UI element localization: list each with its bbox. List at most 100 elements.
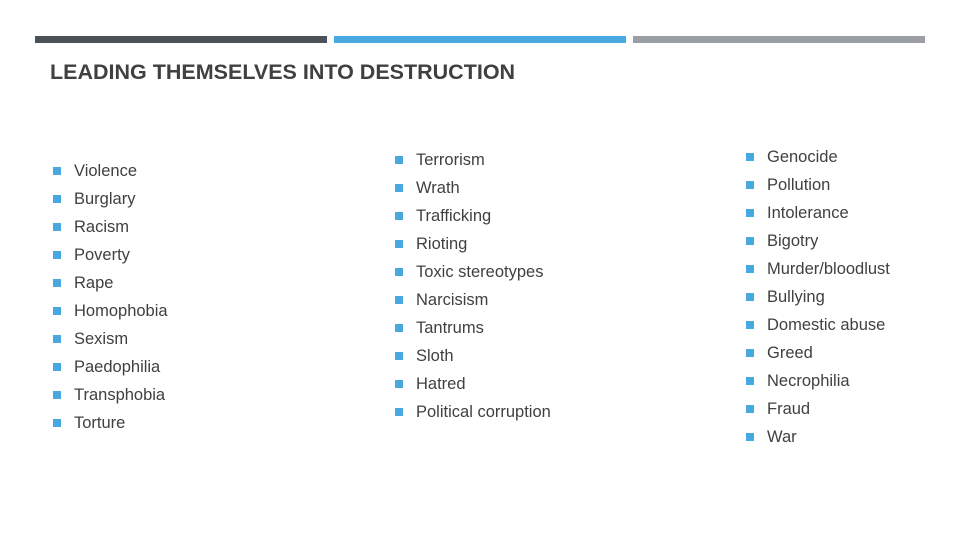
square-bullet-icon	[53, 223, 61, 231]
square-bullet-icon	[53, 335, 61, 343]
square-bullet-icon	[746, 293, 754, 301]
list-item: Greed	[746, 342, 946, 364]
list-item: Pollution	[746, 174, 946, 196]
square-bullet-icon	[395, 324, 403, 332]
list-item: Tantrums	[395, 317, 595, 339]
list-item-text: Paedophilia	[74, 358, 161, 376]
list-item: Homophobia	[53, 300, 353, 322]
square-bullet-icon	[746, 209, 754, 217]
list-item-text: Trafficking	[416, 207, 492, 225]
list-item-text: Narcisism	[416, 291, 489, 309]
list-item-text: Political corruption	[416, 403, 551, 421]
square-bullet-icon	[746, 237, 754, 245]
list-item-text: Domestic abuse	[767, 316, 886, 334]
list-item: Hatred	[395, 373, 595, 395]
list-item-text: Pollution	[767, 176, 831, 194]
square-bullet-icon	[395, 212, 403, 220]
square-bullet-icon	[395, 240, 403, 248]
list-item: Violence	[53, 160, 353, 182]
list-item-text: Genocide	[767, 148, 838, 166]
square-bullet-icon	[395, 156, 403, 164]
list-item-text: Racism	[74, 218, 130, 236]
list-item-text: Bigotry	[767, 232, 819, 250]
list-item-text: Bullying	[767, 288, 825, 306]
list-item: Bullying	[746, 286, 946, 308]
square-bullet-icon	[395, 184, 403, 192]
list-item: Intolerance	[746, 202, 946, 224]
list-item-text: Torture	[74, 414, 126, 432]
list-item: Wrath	[395, 177, 595, 199]
list-item: Burglary	[53, 188, 353, 210]
list-item: Narcisism	[395, 289, 595, 311]
list-item-text: Toxic stereotypes	[416, 263, 544, 281]
square-bullet-icon	[53, 391, 61, 399]
list-item-text: Necrophilia	[767, 372, 850, 390]
square-bullet-icon	[746, 433, 754, 441]
header-bar-gray	[633, 36, 925, 43]
square-bullet-icon	[746, 181, 754, 189]
list-item: Murder/bloodlust	[746, 258, 946, 280]
list-item-text: Fraud	[767, 400, 811, 418]
list-item-text: Terrorism	[416, 151, 485, 169]
list-item-text: Violence	[74, 162, 137, 180]
list-item-text: War	[767, 428, 797, 446]
bullet-list-column-2: Terrorism Wrath Trafficking Rioting Toxic st…	[395, 149, 595, 429]
square-bullet-icon	[53, 195, 61, 203]
square-bullet-icon	[746, 349, 754, 357]
square-bullet-icon	[53, 167, 61, 175]
bullet-list-column-3: Genocide Pollution Intolerance Bigotry Murde…	[746, 146, 946, 454]
square-bullet-icon	[746, 265, 754, 273]
bullet-list-column-1: Violence Burglary Racism Poverty Rape Homopho…	[53, 160, 353, 440]
list-item: Sloth	[395, 345, 595, 367]
list-item-text: Hatred	[416, 375, 466, 393]
square-bullet-icon	[53, 251, 61, 259]
list-item: Rape	[53, 272, 353, 294]
list-item: Bigotry	[746, 230, 946, 252]
square-bullet-icon	[395, 296, 403, 304]
square-bullet-icon	[53, 363, 61, 371]
list-item: Paedophilia	[53, 356, 353, 378]
list-item-text: Sexism	[74, 330, 129, 348]
list-item-text: Homophobia	[74, 302, 168, 320]
list-item-text: Poverty	[74, 246, 130, 264]
list-item-text: Burglary	[74, 190, 136, 208]
list-item: Genocide	[746, 146, 946, 168]
list-item: Political corruption	[395, 401, 595, 423]
square-bullet-icon	[395, 352, 403, 360]
list-item-text: Murder/bloodlust	[767, 260, 890, 278]
list-item: Toxic stereotypes	[395, 261, 595, 283]
list-item-text: Transphobia	[74, 386, 166, 404]
list-item: Rioting	[395, 233, 595, 255]
list-item-text: Wrath	[416, 179, 460, 197]
square-bullet-icon	[746, 321, 754, 329]
square-bullet-icon	[53, 419, 61, 427]
list-item: Necrophilia	[746, 370, 946, 392]
square-bullet-icon	[395, 268, 403, 276]
list-item: Torture	[53, 412, 353, 434]
square-bullet-icon	[746, 153, 754, 161]
square-bullet-icon	[746, 377, 754, 385]
list-item: War	[746, 426, 946, 448]
list-item-text: Rioting	[416, 235, 468, 253]
list-item: Sexism	[53, 328, 353, 350]
list-item-text: Sloth	[416, 347, 454, 365]
list-item-text: Greed	[767, 344, 813, 362]
square-bullet-icon	[53, 307, 61, 315]
header-bar-dark	[35, 36, 327, 43]
list-item-text: Tantrums	[416, 319, 484, 337]
list-item-text: Rape	[74, 274, 114, 292]
header-bar-blue	[334, 36, 626, 43]
list-item: Terrorism	[395, 149, 595, 171]
list-item-text: Intolerance	[767, 204, 849, 222]
square-bullet-icon	[395, 380, 403, 388]
list-item: Domestic abuse	[746, 314, 946, 336]
square-bullet-icon	[53, 279, 61, 287]
list-item: Trafficking	[395, 205, 595, 227]
list-item: Racism	[53, 216, 353, 238]
square-bullet-icon	[746, 405, 754, 413]
square-bullet-icon	[395, 408, 403, 416]
list-item: Transphobia	[53, 384, 353, 406]
list-item: Poverty	[53, 244, 353, 266]
slide-title: LEADING THEMSELVES INTO DESTRUCTION	[50, 60, 516, 84]
list-item: Fraud	[746, 398, 946, 420]
